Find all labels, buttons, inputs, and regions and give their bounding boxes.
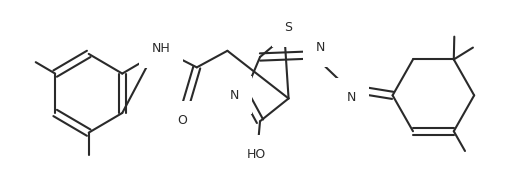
Text: N: N <box>230 89 239 102</box>
Text: S: S <box>284 22 293 35</box>
Text: O: O <box>178 114 188 127</box>
Text: HO: HO <box>246 148 266 161</box>
Text: NH: NH <box>152 42 171 55</box>
Text: N: N <box>315 41 325 54</box>
Text: N: N <box>347 91 357 104</box>
